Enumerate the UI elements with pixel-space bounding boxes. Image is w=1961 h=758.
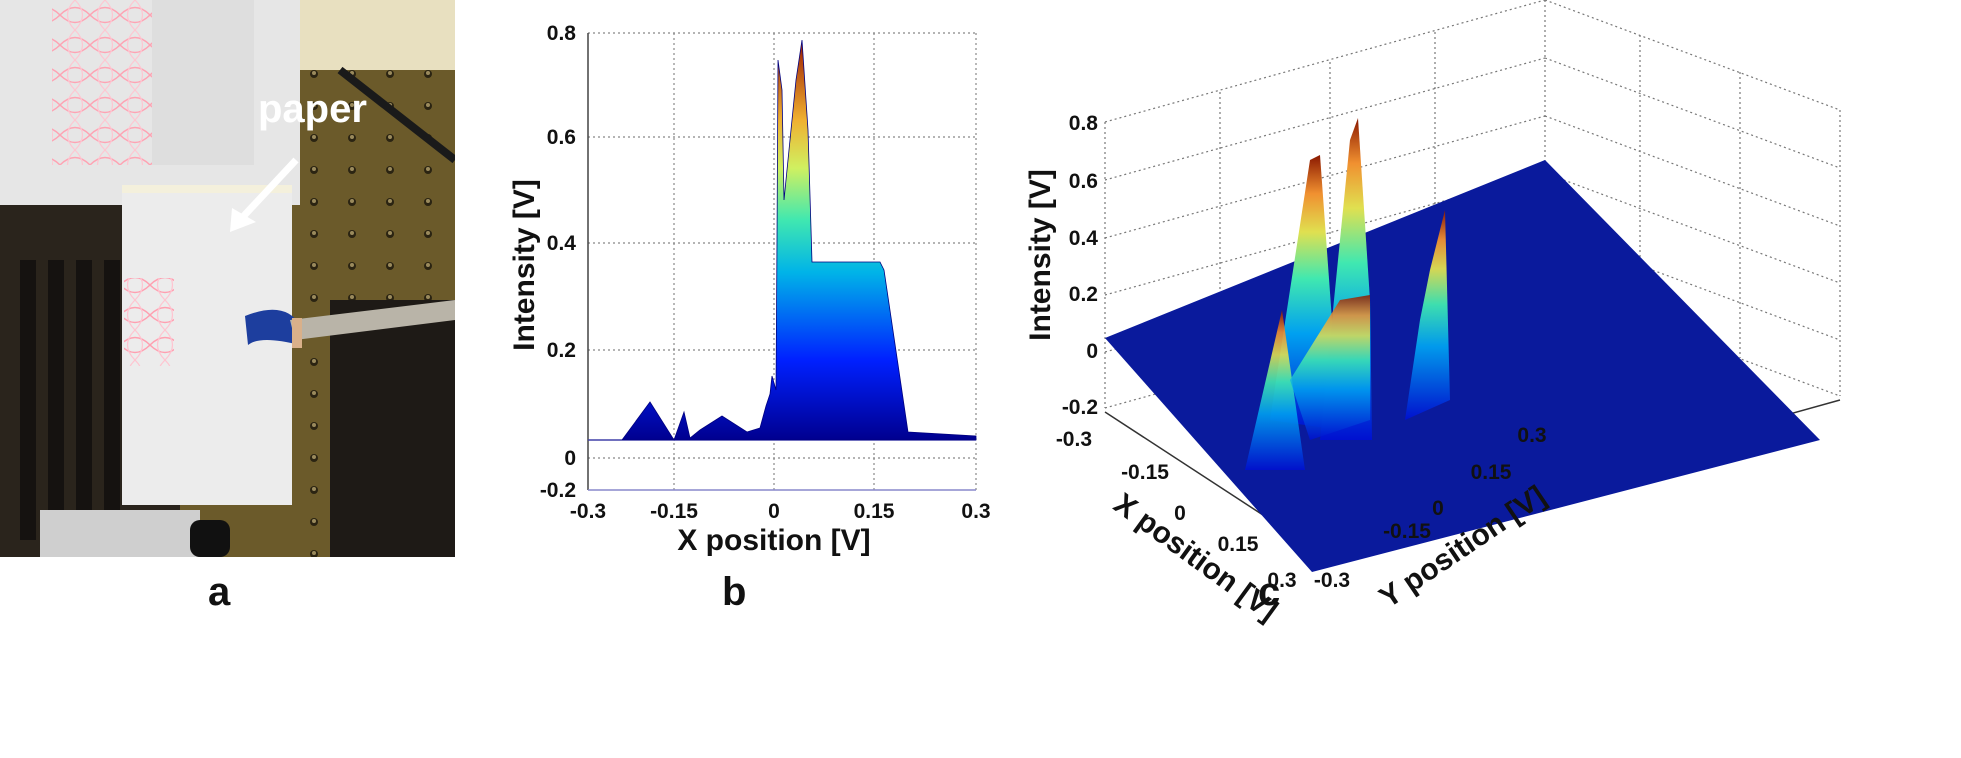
svg-text:0.3: 0.3 [1267,569,1296,592]
svg-text:0: 0 [768,500,780,523]
svg-text:0.15: 0.15 [1218,533,1259,556]
photo-panel-a: paper [0,0,455,557]
svg-text:0: 0 [1174,502,1186,525]
svg-text:0.4: 0.4 [547,232,577,255]
svg-text:0.15: 0.15 [854,500,895,523]
x-axis-label: X position [V] [677,524,870,557]
arrow-icon [237,157,299,223]
svg-text:-0.2: -0.2 [1062,396,1098,419]
arrow-head-icon [230,208,256,232]
svg-text:0.6: 0.6 [1069,170,1098,193]
panel-label-a: a [208,570,231,614]
svg-text:-0.3: -0.3 [570,500,606,523]
x-tick-labels-3d: -0.3 -0.15 0 0.15 0.3 [1056,428,1297,592]
paper-annotation: paper [258,87,367,131]
surface-floor [1105,160,1820,572]
svg-text:0.8: 0.8 [1069,112,1099,135]
surface-peaks [1245,118,1450,470]
svg-text:0.15: 0.15 [1471,461,1512,484]
panel-label-b: b [722,570,747,614]
chart-panel-c: 0.8 0.6 0.4 0.2 0 -0.2 -0.3 -0.15 0 0.15… [1020,0,1961,640]
svg-text:-0.3: -0.3 [1314,569,1350,592]
svg-text:-0.15: -0.15 [1121,461,1169,484]
z-tick-labels: 0.8 0.6 0.4 0.2 0 -0.2 [1062,112,1098,419]
svg-text:0.2: 0.2 [1069,283,1098,306]
y-tick-labels-3d: -0.3 -0.15 0 0.15 0.3 [1314,424,1547,592]
svg-text:-0.2: -0.2 [540,479,576,502]
svg-text:0: 0 [1432,497,1444,520]
z-axis-label-3d: Intensity [V] [1024,169,1057,341]
x-tick-labels: -0.3 -0.15 0 0.15 0.3 [570,500,991,523]
svg-text:0.6: 0.6 [547,126,576,149]
svg-text:0: 0 [564,447,576,470]
svg-text:0.3: 0.3 [1517,424,1546,447]
panel-label-c: c [1258,570,1281,614]
intensity-profile-chart: 0.8 0.6 0.4 0.2 0 -0.2 -0.3 -0.15 0 0.15… [508,22,991,557]
chart-panel-b: 0.8 0.6 0.4 0.2 0 -0.2 -0.3 -0.15 0 0.15… [490,0,1010,560]
svg-text:0.3: 0.3 [961,500,990,523]
svg-text:-0.15: -0.15 [1383,520,1431,543]
y-axis-label: Intensity [V] [508,179,541,351]
svg-text:-0.3: -0.3 [1056,428,1092,451]
svg-text:0.2: 0.2 [547,339,576,362]
intensity-area [588,39,977,441]
y-tick-labels: 0.8 0.6 0.4 0.2 0 -0.2 [540,22,576,502]
svg-text:0.4: 0.4 [1069,227,1099,250]
svg-text:-0.15: -0.15 [650,500,698,523]
svg-text:0.8: 0.8 [547,22,577,45]
svg-text:0: 0 [1086,340,1098,363]
lab-setup-photo: paper [0,0,455,557]
intensity-surface-chart: 0.8 0.6 0.4 0.2 0 -0.2 -0.3 -0.15 0 0.15… [1024,0,1841,627]
